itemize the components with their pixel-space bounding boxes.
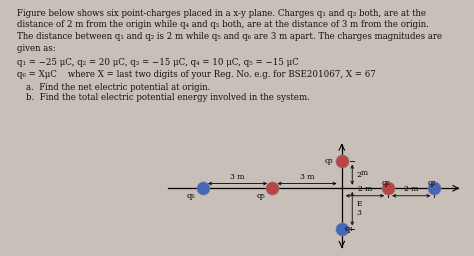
Text: q₃: q₃ — [325, 157, 333, 165]
Text: given as:: given as: — [17, 44, 55, 52]
Point — [199, 186, 207, 190]
Text: b.  Find the total electric potential energy involved in the system.: b. Find the total electric potential ene… — [26, 93, 310, 102]
Point — [384, 186, 392, 190]
Text: E
3: E 3 — [357, 200, 362, 217]
Text: q₂: q₂ — [428, 179, 437, 187]
Text: The distance between q₁ and q₂ is 2 m while q₅ and q₆ are 3 m apart. The charges: The distance between q₁ and q₂ is 2 m wh… — [17, 32, 442, 41]
Text: 3 m: 3 m — [300, 173, 314, 181]
Text: q₆: q₆ — [187, 192, 195, 200]
Text: a.  Find the net electric potential at origin.: a. Find the net electric potential at or… — [26, 83, 210, 92]
Text: 2 m: 2 m — [404, 185, 419, 193]
Text: 3 m: 3 m — [230, 173, 245, 181]
Text: 2 m: 2 m — [358, 185, 372, 193]
Point — [338, 159, 346, 163]
Text: Figure below shows six point-charges placed in a x-y plane. Charges q₁ and q₃ bo: Figure below shows six point-charges pla… — [17, 9, 426, 18]
Text: q₁: q₁ — [382, 179, 390, 187]
Text: q₅: q₅ — [256, 192, 265, 200]
Text: 2: 2 — [357, 171, 362, 179]
Point — [268, 186, 276, 190]
Text: distance of 2 m from the origin while q₄ and q₅ both, are at the distance of 3 m: distance of 2 m from the origin while q₄… — [17, 20, 428, 29]
Text: q₁ = −25 μC, q₂ = 20 μC, q₃ = −15 μC, q₄ = 10 μC, q₅ = −15 μC: q₁ = −25 μC, q₂ = 20 μC, q₃ = −15 μC, q₄… — [17, 58, 298, 67]
Text: q₄: q₄ — [345, 225, 353, 233]
Text: m: m — [360, 169, 367, 177]
Point — [431, 186, 438, 190]
Point — [338, 227, 346, 231]
Text: q₆ = XμC    where X = last two digits of your Reg. No. e.g. for BSE201067, X = 6: q₆ = XμC where X = last two digits of yo… — [17, 70, 375, 79]
